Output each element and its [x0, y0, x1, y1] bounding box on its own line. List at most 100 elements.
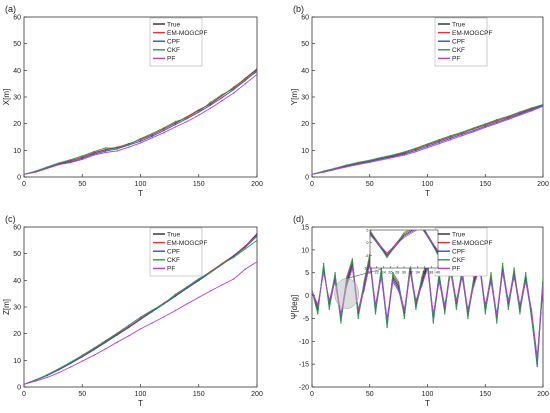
data-point [340, 322, 342, 324]
data-point [334, 272, 336, 274]
data-point [490, 281, 492, 283]
data-point [139, 137, 142, 140]
data-point [128, 146, 130, 148]
panel-label: (c) [5, 214, 16, 224]
data-point [128, 143, 130, 146]
data-point [93, 152, 95, 154]
x-tick-label: 0 [22, 391, 26, 398]
inset-series-line-1 [370, 230, 438, 255]
data-point [328, 299, 330, 301]
data-point [163, 129, 165, 132]
data-point [322, 272, 325, 274]
y-axis-label: X[m] [2, 89, 11, 105]
data-point [432, 322, 434, 324]
data-point [116, 146, 118, 148]
data-point [403, 317, 406, 320]
data-point [397, 281, 400, 283]
data-point [104, 348, 107, 350]
data-point [351, 267, 354, 269]
x-axis-label: T [425, 399, 430, 408]
y-tick-label: 30 [13, 305, 21, 312]
data-point [198, 296, 200, 299]
data-point [69, 366, 72, 368]
data-point [519, 111, 521, 113]
inset-x-tick-label: 22 [375, 271, 379, 275]
y-tick-label: -10 [299, 339, 309, 346]
legend-entry: CPF [452, 249, 465, 256]
data-point [317, 313, 319, 315]
data-point [438, 281, 440, 283]
legend-entry: PF [452, 266, 460, 273]
x-tick-label: 150 [193, 181, 205, 188]
data-point [58, 369, 60, 371]
data-point [415, 149, 417, 151]
data-point [334, 281, 336, 283]
data-point [312, 173, 313, 175]
data-point [198, 111, 200, 113]
x-tick-label: 100 [135, 181, 147, 188]
x-tick-label: 100 [422, 391, 434, 398]
data-point [386, 317, 388, 320]
x-tick-label: 100 [422, 181, 434, 188]
data-point [93, 354, 95, 356]
data-point [449, 139, 452, 141]
data-point [104, 341, 107, 344]
data-point [34, 379, 37, 381]
data-point [444, 304, 446, 306]
data-point [174, 293, 177, 295]
data-point [530, 107, 533, 109]
data-point [256, 261, 257, 263]
y-tick-label: 0 [305, 293, 309, 300]
data-point [484, 125, 486, 128]
data-point [513, 274, 515, 276]
x-tick-label: 50 [78, 391, 86, 398]
inset-x-tick-label: 36 [422, 271, 426, 275]
legend-entry: True [167, 231, 181, 238]
y-tick-label: 50 [13, 41, 21, 48]
data-point [81, 360, 84, 362]
data-point [438, 143, 440, 145]
data-point [93, 349, 95, 351]
y-tick-label: 0 [17, 385, 21, 392]
plot-frame [23, 16, 258, 178]
legend-entry: CPF [452, 39, 465, 46]
inset-x-tick-label: 26 [388, 271, 392, 275]
data-point [501, 262, 504, 265]
data-point [530, 110, 533, 112]
data-point [174, 309, 177, 312]
x-tick-label: 200 [537, 391, 549, 398]
data-point [81, 158, 84, 161]
data-point [58, 162, 60, 164]
data-point [386, 326, 388, 329]
x-tick-label: 50 [78, 181, 86, 188]
data-point [334, 167, 336, 169]
data-point [334, 168, 336, 171]
y-tick-label: 10 [13, 358, 21, 365]
data-point [163, 316, 165, 318]
data-point [496, 313, 498, 315]
data-point [81, 156, 84, 158]
data-point [174, 126, 177, 128]
data-point [46, 166, 48, 168]
data-point [81, 155, 84, 157]
data-point [351, 258, 354, 260]
data-point [415, 308, 417, 310]
data-point [69, 161, 72, 164]
data-point [139, 318, 142, 321]
inset-series-line-0 [370, 230, 438, 256]
legend-entry: CPF [167, 39, 180, 46]
legend-entry: EM-MOGCPF [167, 240, 207, 247]
data-point [536, 361, 538, 363]
data-point [174, 295, 177, 297]
data-point [455, 308, 458, 310]
data-point [542, 105, 543, 107]
x-axis-label: T [425, 189, 430, 198]
x-tick-label: 200 [537, 181, 549, 188]
y-tick-label: 50 [13, 251, 21, 258]
legend-entry: True [452, 231, 466, 238]
data-point [380, 159, 382, 161]
chart-panel-1: (b) 0 50 100 150 200 0 10 20 30 40 50 60 T Y[m] True EM-… [290, 4, 549, 198]
